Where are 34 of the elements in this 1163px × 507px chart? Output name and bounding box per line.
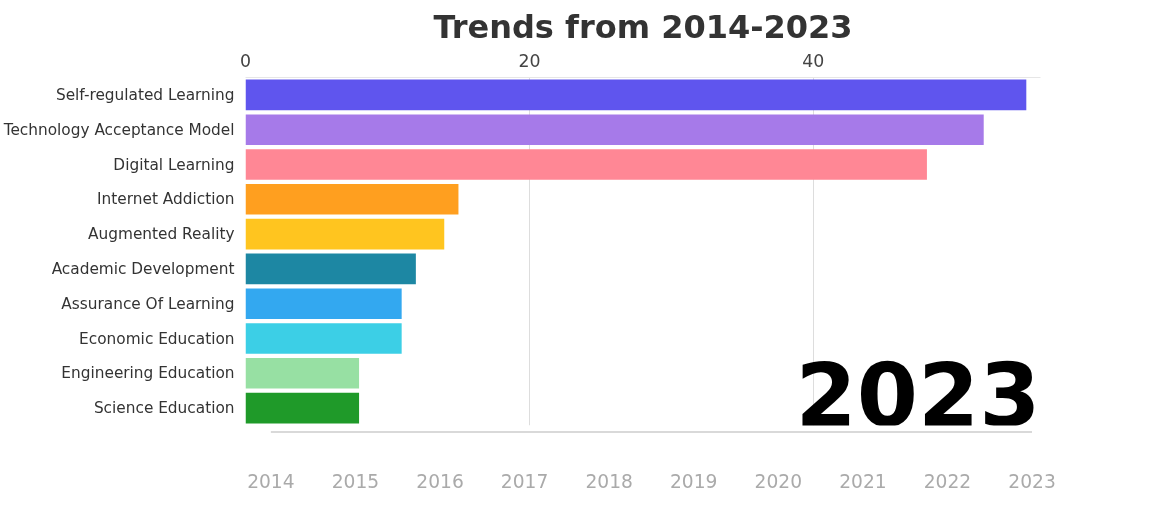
bar — [245, 323, 402, 354]
bar — [245, 288, 402, 320]
x2-tick-label: 2019 — [670, 470, 718, 492]
x2-tick-label: 2020 — [754, 470, 803, 492]
y-tick-label: Self-regulated Learning — [55, 85, 235, 104]
bar — [245, 183, 459, 215]
y-tick-label: Assurance Of Learning — [61, 294, 235, 313]
y-tick-label: Technology Acceptance Model — [2, 120, 235, 139]
x-tick-label: 20 — [518, 50, 541, 71]
bar — [245, 357, 360, 389]
x2-tick-label: 2018 — [585, 470, 633, 492]
y-tick-label: Academic Development — [51, 259, 235, 278]
bar — [245, 253, 416, 285]
x-tick-label: 40 — [802, 50, 825, 71]
bar — [245, 149, 927, 180]
x2-tick-label: 2017 — [500, 470, 549, 492]
x2-tick-label: 2016 — [416, 470, 464, 492]
x-tick-label: 0 — [239, 50, 252, 71]
bar — [245, 218, 445, 250]
y-tick-label: Science Education — [93, 399, 235, 418]
chart-title: Trends from 2014-2023 — [433, 7, 853, 46]
x2-tick-label: 2023 — [1008, 470, 1056, 492]
y-tick-label: Engineering Education — [61, 364, 235, 383]
y-tick-label: Digital Learning — [113, 155, 235, 174]
bar — [245, 114, 984, 146]
x2-tick-label: 2015 — [331, 470, 380, 492]
bar — [245, 79, 1027, 111]
x2-tick-label: 2022 — [923, 470, 972, 492]
y-tick-label: Internet Addiction — [97, 190, 235, 209]
x2-tick-label: 2014 — [247, 470, 295, 492]
x2-tick-label: 2021 — [839, 470, 887, 492]
bar — [245, 392, 360, 424]
y-tick-label: Augmented Reality — [88, 225, 235, 244]
y-tick-label: Economic Education — [79, 329, 235, 348]
